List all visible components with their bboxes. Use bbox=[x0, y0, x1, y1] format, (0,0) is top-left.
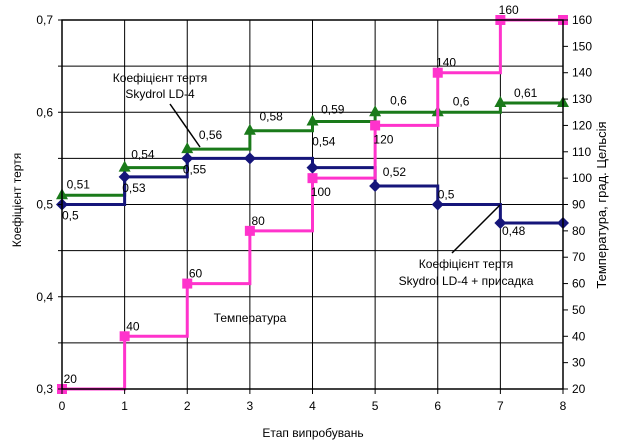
y-tick-label: 0,4 bbox=[36, 290, 53, 304]
square-marker bbox=[370, 120, 381, 131]
y2-tick-label: 30 bbox=[572, 356, 586, 370]
y2-tick-label: 40 bbox=[572, 329, 586, 343]
y2-tick-label: 140 bbox=[572, 66, 592, 80]
diamond-marker bbox=[243, 152, 256, 165]
y2-axis-title: Температура, град. Цельсія bbox=[594, 121, 609, 288]
triangle-marker bbox=[181, 142, 194, 154]
diamond-marker bbox=[118, 170, 131, 183]
data-label: 0,58 bbox=[260, 110, 284, 124]
y2-tick-label: 80 bbox=[572, 224, 586, 238]
x-axis-title: Етап випробувань bbox=[262, 426, 363, 440]
series-label-temperature: Температура bbox=[214, 311, 287, 325]
data-label: 160 bbox=[499, 3, 519, 17]
data-label: 120 bbox=[373, 132, 393, 146]
data-label: 140 bbox=[436, 56, 456, 70]
diamond-marker bbox=[369, 180, 382, 193]
series-label-skydrol-additive: Коефіцієнт тертя bbox=[419, 257, 513, 271]
triangle-marker bbox=[369, 105, 382, 117]
leader-line-skydrol bbox=[169, 103, 201, 148]
x-tick-label: 4 bbox=[309, 399, 316, 413]
x-tick-label: 5 bbox=[372, 399, 379, 413]
y-tick-label: 0,3 bbox=[36, 382, 53, 396]
series-line bbox=[62, 18, 563, 391]
square-marker bbox=[244, 225, 255, 236]
diamond-marker bbox=[494, 216, 507, 229]
y-tick-label: 0,7 bbox=[36, 13, 53, 27]
x-tick-label: 1 bbox=[121, 399, 128, 413]
y-tick-label: 0,5 bbox=[36, 198, 53, 212]
y2-tick-label: 100 bbox=[572, 171, 592, 185]
data-label: 0,61 bbox=[514, 86, 538, 100]
data-label: 0,5 bbox=[62, 209, 79, 223]
data-label: 0,55 bbox=[183, 162, 207, 176]
triangle-marker bbox=[306, 114, 319, 126]
triangle-marker bbox=[243, 123, 256, 135]
data-label: 0,54 bbox=[131, 148, 155, 162]
y2-tick-label: 90 bbox=[572, 198, 586, 212]
data-label: 20 bbox=[64, 372, 78, 386]
data-label: 40 bbox=[126, 319, 140, 333]
diamond-marker bbox=[181, 152, 194, 165]
y2-tick-label: 150 bbox=[572, 39, 592, 53]
data-label: 0,6 bbox=[453, 94, 470, 108]
y2-tick-label: 130 bbox=[572, 92, 592, 106]
data-label: 0,59 bbox=[321, 102, 345, 116]
data-label: 0,48 bbox=[502, 224, 526, 238]
square-marker bbox=[432, 67, 443, 78]
y-axis-title: Коефіцієнт тертя bbox=[10, 153, 24, 247]
data-label: 0,52 bbox=[383, 165, 407, 179]
data-label: 0,53 bbox=[122, 181, 146, 195]
x-tick-label: 2 bbox=[184, 399, 191, 413]
x-tick-label: 0 bbox=[59, 399, 66, 413]
series-label-skydrol: Коефіцієнт тертя bbox=[113, 71, 207, 85]
triangle-marker bbox=[494, 96, 507, 108]
x-tick-label: 3 bbox=[247, 399, 254, 413]
y2-tick-label: 160 bbox=[572, 13, 592, 27]
data-label: 0,56 bbox=[199, 128, 223, 142]
square-marker bbox=[182, 278, 193, 289]
y-tick-label: 0,6 bbox=[36, 105, 53, 119]
diamond-marker bbox=[431, 198, 444, 211]
y2-tick-label: 110 bbox=[572, 145, 591, 159]
y2-tick-label: 70 bbox=[572, 250, 586, 264]
series-layer bbox=[56, 15, 569, 394]
y2-tick-label: 60 bbox=[572, 277, 586, 291]
square-marker bbox=[307, 173, 318, 184]
label-layer: 0,51 0,54 0,56 0,58 0,59 0,6 0,6 0,61 0,5 0,53 0,5… bbox=[62, 3, 538, 386]
leader-line-skydrol-additive bbox=[451, 204, 501, 254]
diamond-marker bbox=[306, 161, 319, 174]
data-label: 0,54 bbox=[312, 135, 336, 149]
y2-tick-label: 120 bbox=[572, 118, 592, 132]
x-tick-label: 8 bbox=[560, 399, 567, 413]
series-line bbox=[62, 101, 563, 197]
data-label: 0,6 bbox=[390, 93, 407, 107]
x-tick-label: 6 bbox=[434, 399, 441, 413]
axis-layer: 0 1 2 3 4 5 6 7 8 0,3 0,4 0,5 0,6 0,7 20 30 40 50 60 70 80 90… bbox=[36, 13, 592, 413]
data-label: 60 bbox=[189, 267, 203, 281]
series-label-skydrol: Skydrol LD-4 bbox=[125, 87, 195, 101]
data-label: 100 bbox=[311, 185, 331, 199]
x-tick-label: 7 bbox=[497, 399, 504, 413]
y2-tick-label: 50 bbox=[572, 303, 586, 317]
series-label-skydrol-additive: Skydrol LD-4 + присадка bbox=[399, 274, 534, 288]
square-marker bbox=[119, 331, 130, 342]
data-label: 80 bbox=[252, 214, 266, 228]
data-label: 0,51 bbox=[67, 177, 91, 191]
data-label: 0,5 bbox=[438, 188, 455, 202]
triangle-marker bbox=[118, 160, 131, 172]
y2-tick-label: 20 bbox=[572, 382, 586, 396]
